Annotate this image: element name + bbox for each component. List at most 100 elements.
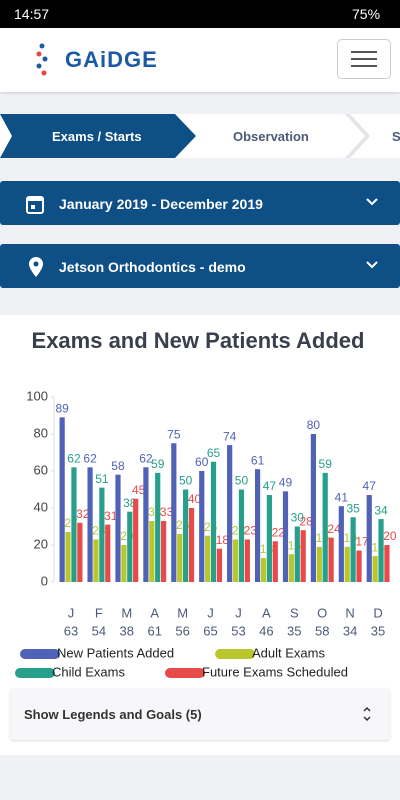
bar: [71, 467, 77, 582]
x-tick-label: O: [317, 605, 327, 620]
accordion[interactable]: Show Legends and Goals (5): [10, 688, 390, 740]
data-label: 32: [76, 507, 90, 521]
pin-icon: [29, 257, 43, 277]
data-label: 41: [335, 490, 349, 504]
bar: [115, 474, 121, 582]
legend-swatch: [165, 668, 205, 678]
x-tick-label: F: [95, 605, 103, 620]
data-label: 28: [300, 514, 314, 528]
bar: [149, 520, 155, 582]
time: 14:57: [14, 6, 50, 22]
tab[interactable]: Observation: [233, 129, 309, 144]
bar: [93, 539, 99, 582]
logo: GAiDGE: [65, 47, 158, 72]
bar: [338, 506, 344, 582]
x-tick-label: J: [235, 605, 242, 620]
y-tick-label: 0: [41, 573, 48, 588]
bar: [161, 520, 167, 582]
bar: [59, 417, 65, 582]
y-tick-label: 60: [34, 462, 48, 477]
y-tick-label: 100: [26, 388, 48, 403]
bar: [294, 526, 300, 582]
data-label: 89: [55, 402, 69, 416]
x-tick-sublabel: 34: [343, 623, 357, 638]
data-label: 61: [251, 453, 265, 467]
bar: [143, 467, 149, 582]
menu-button[interactable]: [337, 39, 391, 79]
bar: [356, 550, 362, 582]
bar: [121, 545, 127, 582]
accordion-label: Show Legends and Goals (5): [24, 707, 202, 722]
bar: [155, 472, 161, 582]
bar: [350, 517, 356, 582]
x-tick-sublabel: 65: [203, 623, 217, 638]
data-label: 47: [263, 479, 277, 493]
data-label: 62: [139, 451, 153, 465]
bar: [210, 461, 217, 582]
data-label: 22: [272, 525, 286, 539]
y-tick-label: 40: [34, 499, 48, 514]
legend-swatch: [20, 649, 60, 659]
x-tick-label: J: [68, 605, 75, 620]
data-label: 50: [179, 474, 193, 488]
bar: [127, 511, 133, 582]
bar: [300, 530, 306, 582]
data-label: 59: [319, 457, 333, 471]
data-label: 65: [207, 446, 221, 460]
data-label: 17: [355, 535, 369, 549]
tab-active[interactable]: Exams / Starts: [52, 129, 142, 144]
data-label: 62: [83, 451, 97, 465]
bar: [316, 546, 322, 582]
bar: [105, 524, 111, 582]
data-label: 45: [132, 483, 146, 497]
legend-label: New Patients Added: [57, 645, 174, 660]
bar: [310, 434, 317, 582]
data-label: 34: [374, 503, 388, 517]
y-tick-label: 20: [34, 536, 48, 551]
data-label: 51: [95, 472, 109, 486]
x-tick-label: M: [121, 605, 132, 620]
data-label: 62: [67, 451, 81, 465]
bar: [366, 495, 372, 582]
x-tick-sublabel: 38: [120, 623, 134, 638]
bar: [183, 489, 189, 582]
legend-label: Child Exams: [52, 664, 125, 679]
x-tick-sublabel: 46: [259, 623, 273, 638]
data-label: 50: [235, 474, 249, 488]
bar: [65, 532, 71, 582]
data-label: 30: [291, 511, 305, 525]
bar: [133, 498, 139, 582]
bar: [99, 487, 105, 582]
expand-icon: [363, 706, 371, 722]
x-tick-label: A: [262, 605, 271, 620]
x-tick-sublabel: 35: [371, 623, 385, 638]
location: Jetson Orthodontics - demo: [59, 259, 246, 275]
bar: [199, 471, 205, 582]
bar: [77, 522, 83, 582]
legend-label: Adult Exams: [252, 645, 325, 660]
bar: [227, 445, 233, 582]
bar: [322, 472, 328, 582]
data-label: 40: [188, 492, 202, 506]
bar: [171, 443, 177, 582]
bar: [216, 548, 223, 582]
location-filter[interactable]: Jetson Orthodontics - demo: [0, 244, 400, 288]
x-tick-sublabel: 63: [64, 623, 78, 638]
bar: [288, 554, 294, 582]
data-label: 24: [327, 522, 341, 536]
date-filter[interactable]: January 2019 - December 2019: [0, 181, 400, 225]
bar: [344, 546, 350, 582]
chart-title: Exams and New Patients Added: [32, 328, 365, 353]
bar: [378, 519, 384, 582]
x-tick-sublabel: 61: [147, 623, 161, 638]
data-label: 31: [104, 509, 118, 523]
bar: [266, 495, 272, 582]
x-tick-sublabel: 56: [175, 623, 189, 638]
logo-icon: [36, 43, 48, 76]
x-tick-sublabel: 58: [315, 623, 329, 638]
bar: [282, 491, 289, 582]
tab[interactable]: S: [392, 129, 400, 144]
tabs: Exams / Starts Observation S: [0, 114, 400, 158]
date-range: January 2019 - December 2019: [59, 196, 263, 212]
